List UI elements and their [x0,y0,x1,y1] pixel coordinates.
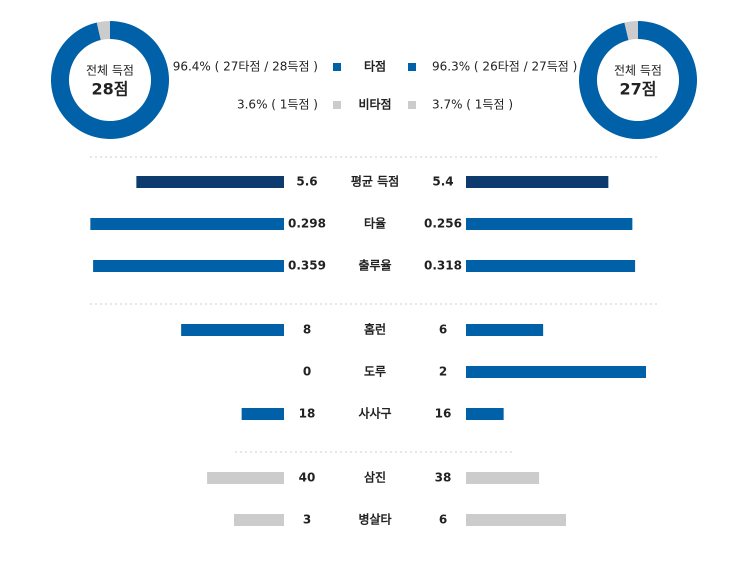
legend-name: 비타점 [358,97,391,112]
bar-left [90,218,284,230]
legend-swatch [333,101,341,109]
legend-swatch [333,63,341,71]
legend-swatch [408,63,416,71]
stat-label: 도루 [364,365,386,379]
bar-left [181,324,284,336]
stat-label: 사사구 [358,406,391,421]
value-right: 0.318 [424,259,462,273]
bar-right [466,260,636,272]
value-right: 5.4 [432,175,453,189]
stat-label: 삼진 [364,470,386,485]
value-right: 0.256 [424,217,462,231]
value-left: 40 [299,471,316,485]
legend-swatch [408,101,416,109]
stat-label: 병살타 [358,512,391,527]
value-left: 18 [299,407,316,421]
bar-left [207,472,284,484]
value-left: 0 [303,365,311,379]
bar-right [466,408,504,420]
value-right: 16 [435,407,452,421]
donut-segment [51,21,169,139]
donut-total: 28점 [92,80,129,99]
donut-segment [96,21,110,41]
value-right: 2 [439,365,447,379]
bar-right [466,472,540,484]
value-left: 0.298 [288,217,326,231]
stat-label: 평균 득점 [351,174,399,189]
bar-right [466,514,566,526]
stat-label: 타율 [364,216,386,231]
bar-right [466,218,633,230]
value-left: 5.6 [296,175,317,189]
bar-right [466,324,544,336]
legend-right: 3.7% ( 1득점 ) [432,98,513,112]
donut-segment [624,21,638,41]
legend-left: 96.4% ( 27타점 / 28득점 ) [173,60,318,74]
legend-name: 타점 [364,59,386,74]
value-left: 8 [303,323,311,337]
donut-total: 27점 [620,80,657,99]
bar-left [93,260,284,272]
stat-label: 출루율 [358,258,391,273]
bar-left [234,514,284,526]
bar-left [241,408,284,420]
bar-left [136,176,284,188]
value-right: 6 [439,323,447,337]
legend-left: 3.6% ( 1득점 ) [237,98,318,112]
value-right: 6 [439,513,447,527]
value-left: 0.359 [288,259,326,273]
bar-right [466,366,646,378]
donut-segment [578,21,697,140]
value-right: 38 [435,471,452,485]
donut-label: 전체 득점 [86,64,134,78]
donut-label: 전체 득점 [614,64,662,78]
bar-right [466,176,609,188]
legend-right: 96.3% ( 26타점 / 27득점 ) [432,60,577,74]
value-left: 3 [303,513,311,527]
stat-label: 홈런 [364,322,386,337]
